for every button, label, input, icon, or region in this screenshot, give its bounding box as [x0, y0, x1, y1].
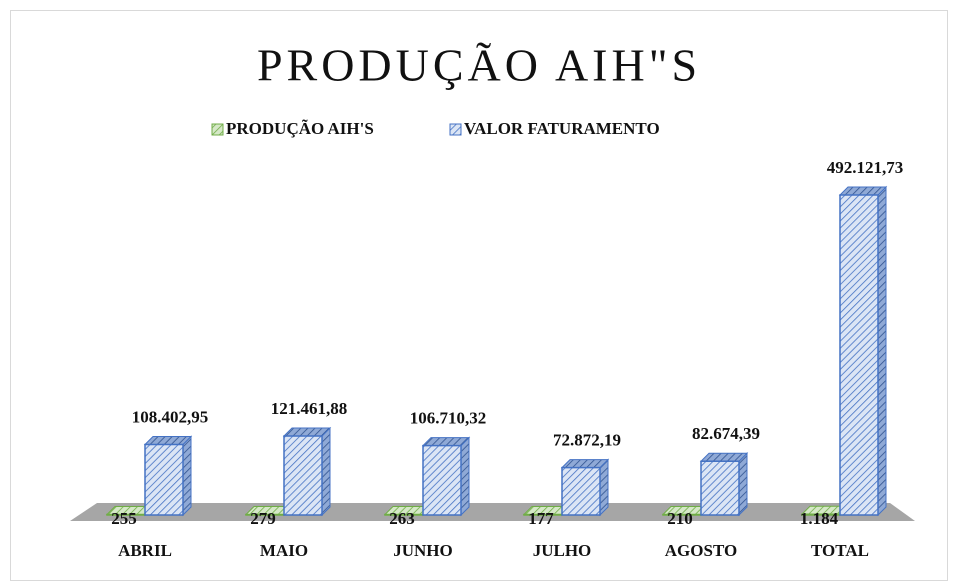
value-label: 255 — [111, 509, 137, 528]
bar-side — [738, 452, 748, 517]
bar-side — [599, 458, 609, 517]
value-label: 108.402,95 — [132, 407, 209, 426]
x-tick-label: AGOSTO — [665, 541, 737, 560]
bar — [144, 443, 184, 516]
x-tick-label: ABRIL — [118, 541, 172, 560]
legend-label: VALOR FATURAMENTO — [464, 119, 660, 138]
legend-label: PRODUÇÃO AIH'S — [226, 119, 374, 138]
value-label: 177 — [528, 509, 554, 528]
legend-swatch — [449, 123, 462, 136]
value-label: 1.184 — [800, 509, 839, 528]
bar-top — [421, 437, 471, 447]
bar-top — [699, 452, 749, 462]
bar-side — [182, 435, 192, 517]
floor — [70, 503, 915, 521]
bar-top — [838, 186, 888, 196]
x-tick-label: TOTAL — [811, 541, 869, 560]
value-label: 121.461,88 — [271, 399, 348, 418]
bar-side — [877, 185, 887, 517]
bar — [561, 466, 601, 516]
value-label: 263 — [389, 509, 415, 528]
value-label: 72.872,19 — [553, 431, 621, 450]
value-label: 279 — [250, 509, 276, 528]
legend-swatch — [211, 123, 224, 136]
bar-top — [143, 436, 193, 446]
bar — [839, 194, 879, 516]
bar-side — [460, 436, 470, 517]
value-label: 210 — [667, 509, 693, 528]
value-label: 492.121,73 — [827, 158, 904, 177]
chart-title: PRODUÇÃO AIH"S — [257, 40, 701, 91]
x-tick-label: MAIO — [260, 541, 308, 560]
bar — [700, 460, 740, 516]
bar-side — [321, 426, 331, 517]
bar-top — [282, 427, 332, 437]
bar — [283, 435, 323, 516]
bar-top — [560, 459, 610, 469]
x-tick-label: JULHO — [533, 541, 592, 560]
bar — [422, 444, 462, 516]
value-label: 82.674,39 — [692, 424, 760, 443]
value-label: 106.710,32 — [410, 409, 487, 428]
x-tick-label: JUNHO — [393, 541, 453, 560]
